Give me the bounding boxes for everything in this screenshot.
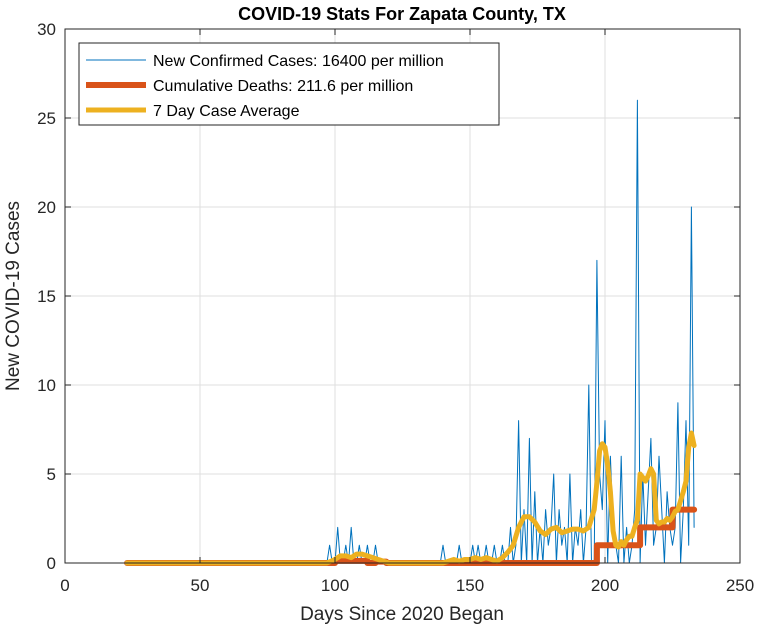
x-tick-label: 50 bbox=[191, 576, 210, 595]
y-tick-label: 10 bbox=[37, 376, 56, 395]
y-axis-label: New COVID-19 Cases bbox=[3, 201, 24, 391]
chart-title: COVID-19 Stats For Zapata County, TX bbox=[238, 4, 566, 24]
x-tick-label: 150 bbox=[456, 576, 484, 595]
legend: New Confirmed Cases: 16400 per million Cu… bbox=[78, 42, 500, 126]
legend-entry-average-label: 7 Day Case Average bbox=[153, 103, 300, 120]
ticks: 0 50 100 150 200 250 0 5 10 15 20 25 30 bbox=[37, 20, 754, 595]
legend-box bbox=[78, 42, 500, 126]
y-tick-label: 25 bbox=[37, 109, 56, 128]
x-tick-label: 250 bbox=[726, 576, 754, 595]
x-tick-label: 200 bbox=[591, 576, 619, 595]
y-tick-label: 30 bbox=[37, 20, 56, 39]
y-tick-label: 15 bbox=[37, 287, 56, 306]
y-tick-label: 5 bbox=[47, 465, 56, 484]
legend-entry-new-cases-label: New Confirmed Cases: 16400 per million bbox=[153, 53, 444, 70]
y-tick-label: 20 bbox=[37, 198, 56, 217]
legend-entry-deaths-label: Cumulative Deaths: 211.6 per million bbox=[153, 78, 413, 95]
y-tick-label: 0 bbox=[47, 554, 56, 573]
x-tick-label: 0 bbox=[60, 576, 69, 595]
x-axis-label: Days Since 2020 Began bbox=[300, 604, 504, 625]
x-tick-label: 100 bbox=[321, 576, 349, 595]
